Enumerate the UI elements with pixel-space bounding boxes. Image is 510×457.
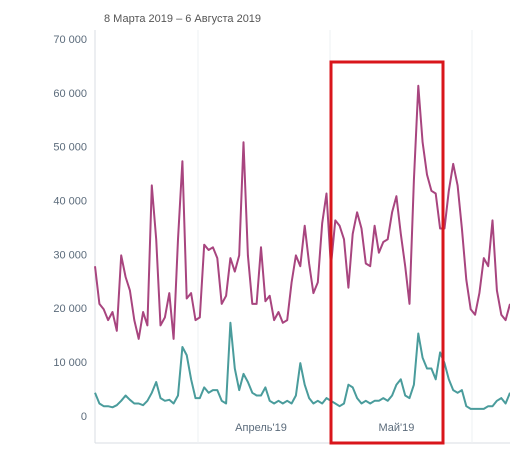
y-tick-label: 20 000: [53, 303, 87, 315]
y-tick-label: 30 000: [53, 249, 87, 261]
chart-subtitle: 8 Марта 2019 – 6 Августа 2019: [104, 13, 261, 25]
x-tick-label: Апрель'19: [235, 422, 287, 434]
x-tick-label: Май'19: [378, 422, 414, 434]
marks: [94, 84, 510, 410]
y-tick-label: 40 000: [53, 195, 87, 207]
y-tick-label: 60 000: [53, 88, 87, 100]
y-tick-label: 10 000: [53, 357, 87, 369]
highlight-box: [329, 60, 445, 445]
y-tick-label: 0: [81, 411, 87, 423]
line-series: [94, 84, 510, 340]
line-series: [94, 321, 510, 410]
y-tick-label: 50 000: [53, 142, 87, 154]
y-tick-label: 70 000: [53, 34, 87, 46]
